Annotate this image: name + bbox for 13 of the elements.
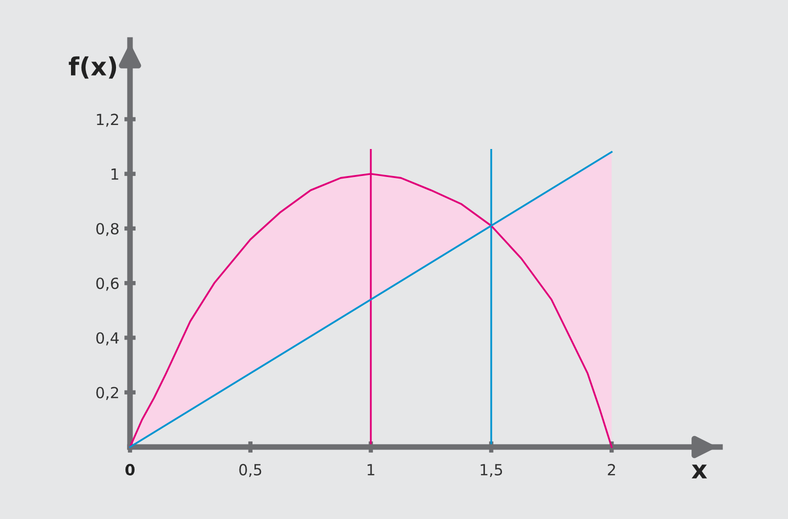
x-tick-label: 0 — [125, 464, 135, 476]
y-tick-label: 1 — [112, 168, 118, 180]
x-tick-label: 2 — [608, 464, 615, 476]
x-tick-label: 1 — [368, 464, 374, 476]
y-axis-title: f(x) — [68, 56, 116, 79]
x-tick-label: 0,5 — [239, 464, 262, 478]
y-tick-label: 0,6 — [96, 278, 119, 291]
y-tick-label: 0,8 — [96, 222, 119, 236]
x-axis-title: x — [692, 464, 708, 478]
y-tick-label: 0,2 — [96, 386, 118, 400]
y-tick-label: 0,4 — [96, 332, 119, 346]
x-tick-label: 1,5 — [480, 464, 502, 478]
y-tick-label: 1,2 — [96, 114, 118, 127]
